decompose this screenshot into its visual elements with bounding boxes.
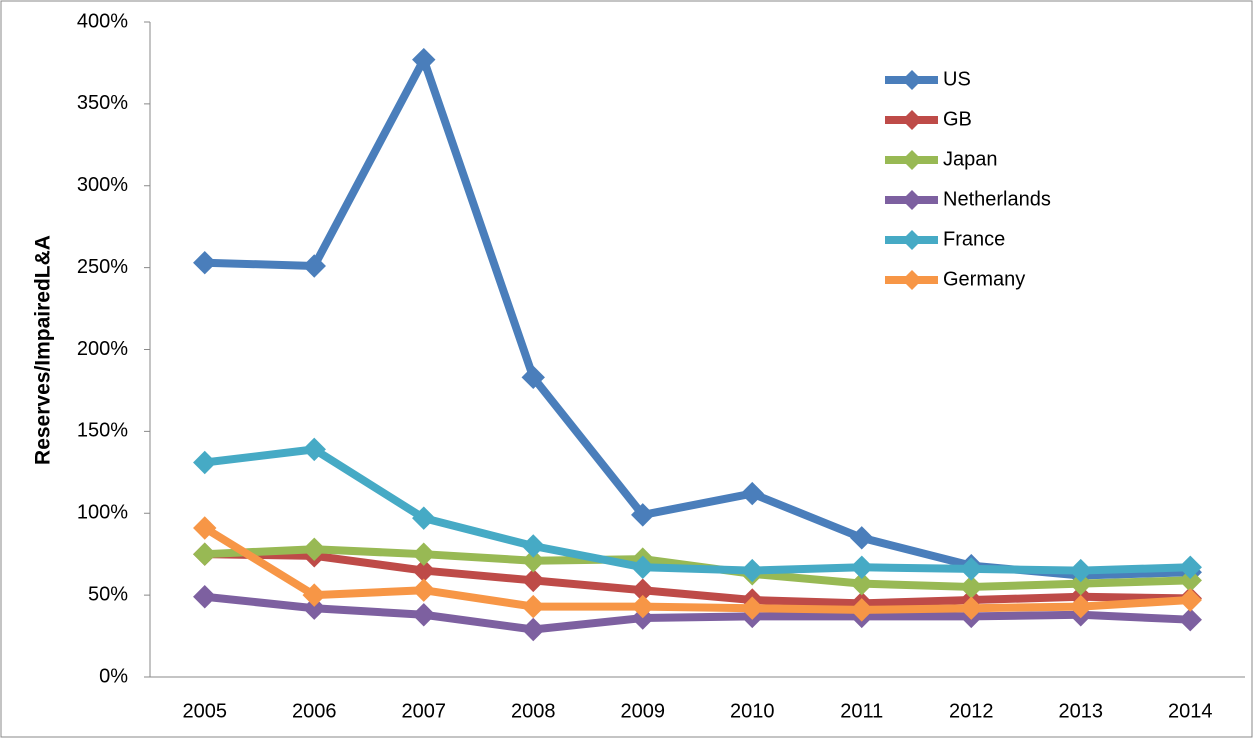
data-point [850, 526, 874, 550]
data-point [740, 596, 764, 620]
legend-marker [902, 190, 922, 210]
legend-marker [902, 270, 922, 290]
legend-label: Netherlands [943, 188, 1051, 210]
data-point [959, 557, 983, 581]
legend-label: US [943, 68, 971, 90]
data-point [1178, 588, 1202, 612]
data-point [193, 516, 217, 540]
legend-marker [902, 70, 922, 90]
data-point [302, 537, 326, 561]
series-line [204, 550, 1191, 608]
data-point [412, 603, 436, 627]
data-point [521, 568, 545, 593]
y-tick-label: 350% [77, 92, 128, 114]
data-point [521, 534, 545, 558]
data-point [302, 254, 326, 278]
data-point [193, 450, 217, 475]
y-tick-label: 150% [77, 420, 128, 442]
y-tick-label: 100% [77, 502, 128, 524]
legend-label: Japan [943, 148, 998, 170]
x-tick-label: 2008 [511, 700, 556, 722]
data-point [631, 503, 655, 527]
data-point [631, 594, 655, 619]
x-tick-label: 2009 [621, 700, 666, 722]
y-tick-label: 0% [99, 665, 128, 687]
data-point [521, 594, 545, 619]
data-point [1178, 607, 1202, 632]
x-tick-label: 2011 [840, 700, 883, 722]
legend-label: Germany [943, 268, 1025, 290]
data-point [193, 542, 217, 566]
y-tick-label: 400% [77, 10, 128, 32]
data-point [521, 549, 545, 573]
data-point [521, 617, 545, 642]
data-point [1069, 571, 1093, 596]
x-tick-label: 2012 [949, 700, 994, 722]
y-tick-label: 250% [77, 256, 128, 278]
x-tick-label: 2013 [1059, 700, 1104, 722]
data-point [412, 542, 436, 566]
series-line [204, 592, 1191, 634]
data-point [521, 365, 545, 390]
data-point [740, 558, 764, 583]
legend-label: GB [943, 108, 972, 130]
legend-label: France [943, 228, 1005, 250]
data-point [631, 555, 655, 579]
data-point [412, 47, 436, 72]
data-point [412, 578, 436, 602]
legend-marker [902, 110, 922, 130]
series-line [204, 445, 1191, 575]
data-point [850, 598, 874, 622]
data-point [302, 596, 326, 620]
data-point [1069, 558, 1093, 583]
x-tick-label: 2007 [402, 700, 447, 722]
x-tick-label: 2010 [730, 700, 775, 722]
data-point [740, 481, 764, 506]
x-tick-label: 2005 [183, 700, 228, 722]
data-point [1178, 555, 1202, 579]
data-point [959, 596, 983, 620]
data-point [193, 251, 217, 275]
data-point [302, 583, 326, 607]
series-line [202, 524, 1191, 614]
y-tick-label: 300% [77, 174, 128, 196]
y-tick-label: 200% [77, 338, 128, 360]
y-axis-label: Reserves/ImpairedL&A [32, 235, 55, 465]
data-point [193, 585, 217, 609]
data-point [850, 571, 874, 596]
data-point [850, 555, 874, 579]
legend-marker [902, 150, 922, 170]
y-tick-label: 50% [88, 583, 128, 605]
data-point [302, 437, 326, 462]
x-tick-label: 2006 [292, 700, 337, 722]
x-tick-label: 2014 [1168, 700, 1213, 722]
data-point [1069, 594, 1093, 619]
legend-marker [902, 230, 922, 250]
data-point [412, 506, 436, 530]
